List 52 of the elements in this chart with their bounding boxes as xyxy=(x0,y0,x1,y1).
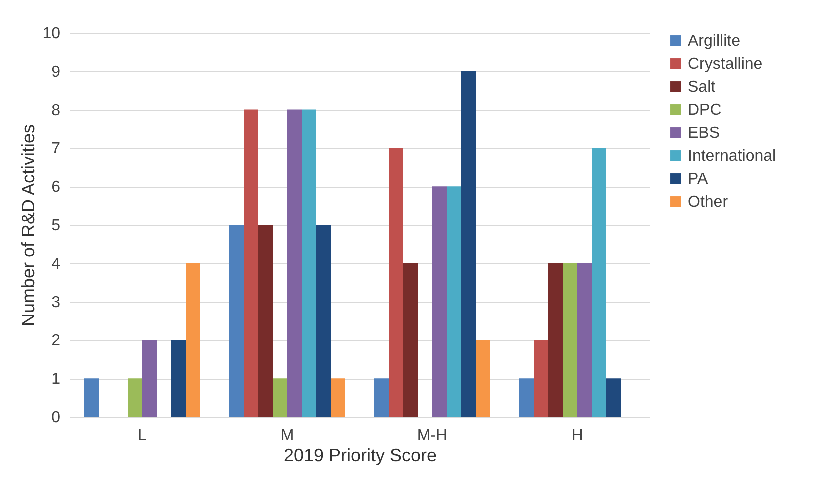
bar xyxy=(606,378,621,417)
legend-label: Crystalline xyxy=(688,56,763,73)
y-tick-label: 8 xyxy=(52,102,61,120)
bar xyxy=(230,225,244,417)
bar xyxy=(288,110,302,417)
y-tick-label: 1 xyxy=(52,371,61,388)
bar xyxy=(244,110,258,417)
bar xyxy=(84,378,99,417)
y-axis-title: Number of R&D Activities xyxy=(18,124,39,327)
x-axis-title: 2019 Priority Score xyxy=(284,446,438,466)
bar xyxy=(447,186,462,417)
x-tick-label: M-H xyxy=(417,428,448,444)
bar xyxy=(563,263,578,417)
y-tick-label: 3 xyxy=(52,294,61,312)
y-tick-label: 9 xyxy=(52,64,61,81)
bar xyxy=(578,263,592,417)
y-tick-label: 10 xyxy=(42,26,61,42)
legend-label: Argillite xyxy=(688,33,741,50)
bar xyxy=(172,340,186,417)
bar xyxy=(534,340,548,417)
bar xyxy=(316,225,331,417)
y-tick-label: 2 xyxy=(52,332,61,350)
bar xyxy=(142,340,157,417)
y-tick-label: 4 xyxy=(52,256,61,273)
legend-label: PA xyxy=(688,171,708,188)
y-tick-label: 5 xyxy=(52,218,61,234)
bar xyxy=(404,263,418,417)
legend-label: Other xyxy=(688,194,729,211)
y-tick-label: 7 xyxy=(52,140,61,158)
bar xyxy=(592,148,606,417)
y-tick-label: 0 xyxy=(52,410,61,426)
legend-label: Salt xyxy=(688,79,716,96)
bar xyxy=(273,378,288,417)
bar xyxy=(331,378,346,417)
bar xyxy=(476,340,490,417)
bar xyxy=(548,263,563,417)
bar xyxy=(186,263,200,417)
x-tick-label: M xyxy=(280,428,294,444)
y-tick-label: 6 xyxy=(52,179,61,196)
bar xyxy=(128,378,142,417)
bar xyxy=(389,148,404,417)
legend-label: DPC xyxy=(688,102,722,119)
x-tick-label: H xyxy=(572,428,584,444)
bar xyxy=(302,110,316,417)
legend-label: EBS xyxy=(688,125,720,142)
bar xyxy=(520,378,534,417)
x-tick-label: L xyxy=(138,428,148,444)
legend-label: International xyxy=(688,148,776,165)
bar xyxy=(432,186,447,417)
bar xyxy=(462,71,476,417)
bar xyxy=(258,225,273,417)
bar xyxy=(374,378,389,417)
